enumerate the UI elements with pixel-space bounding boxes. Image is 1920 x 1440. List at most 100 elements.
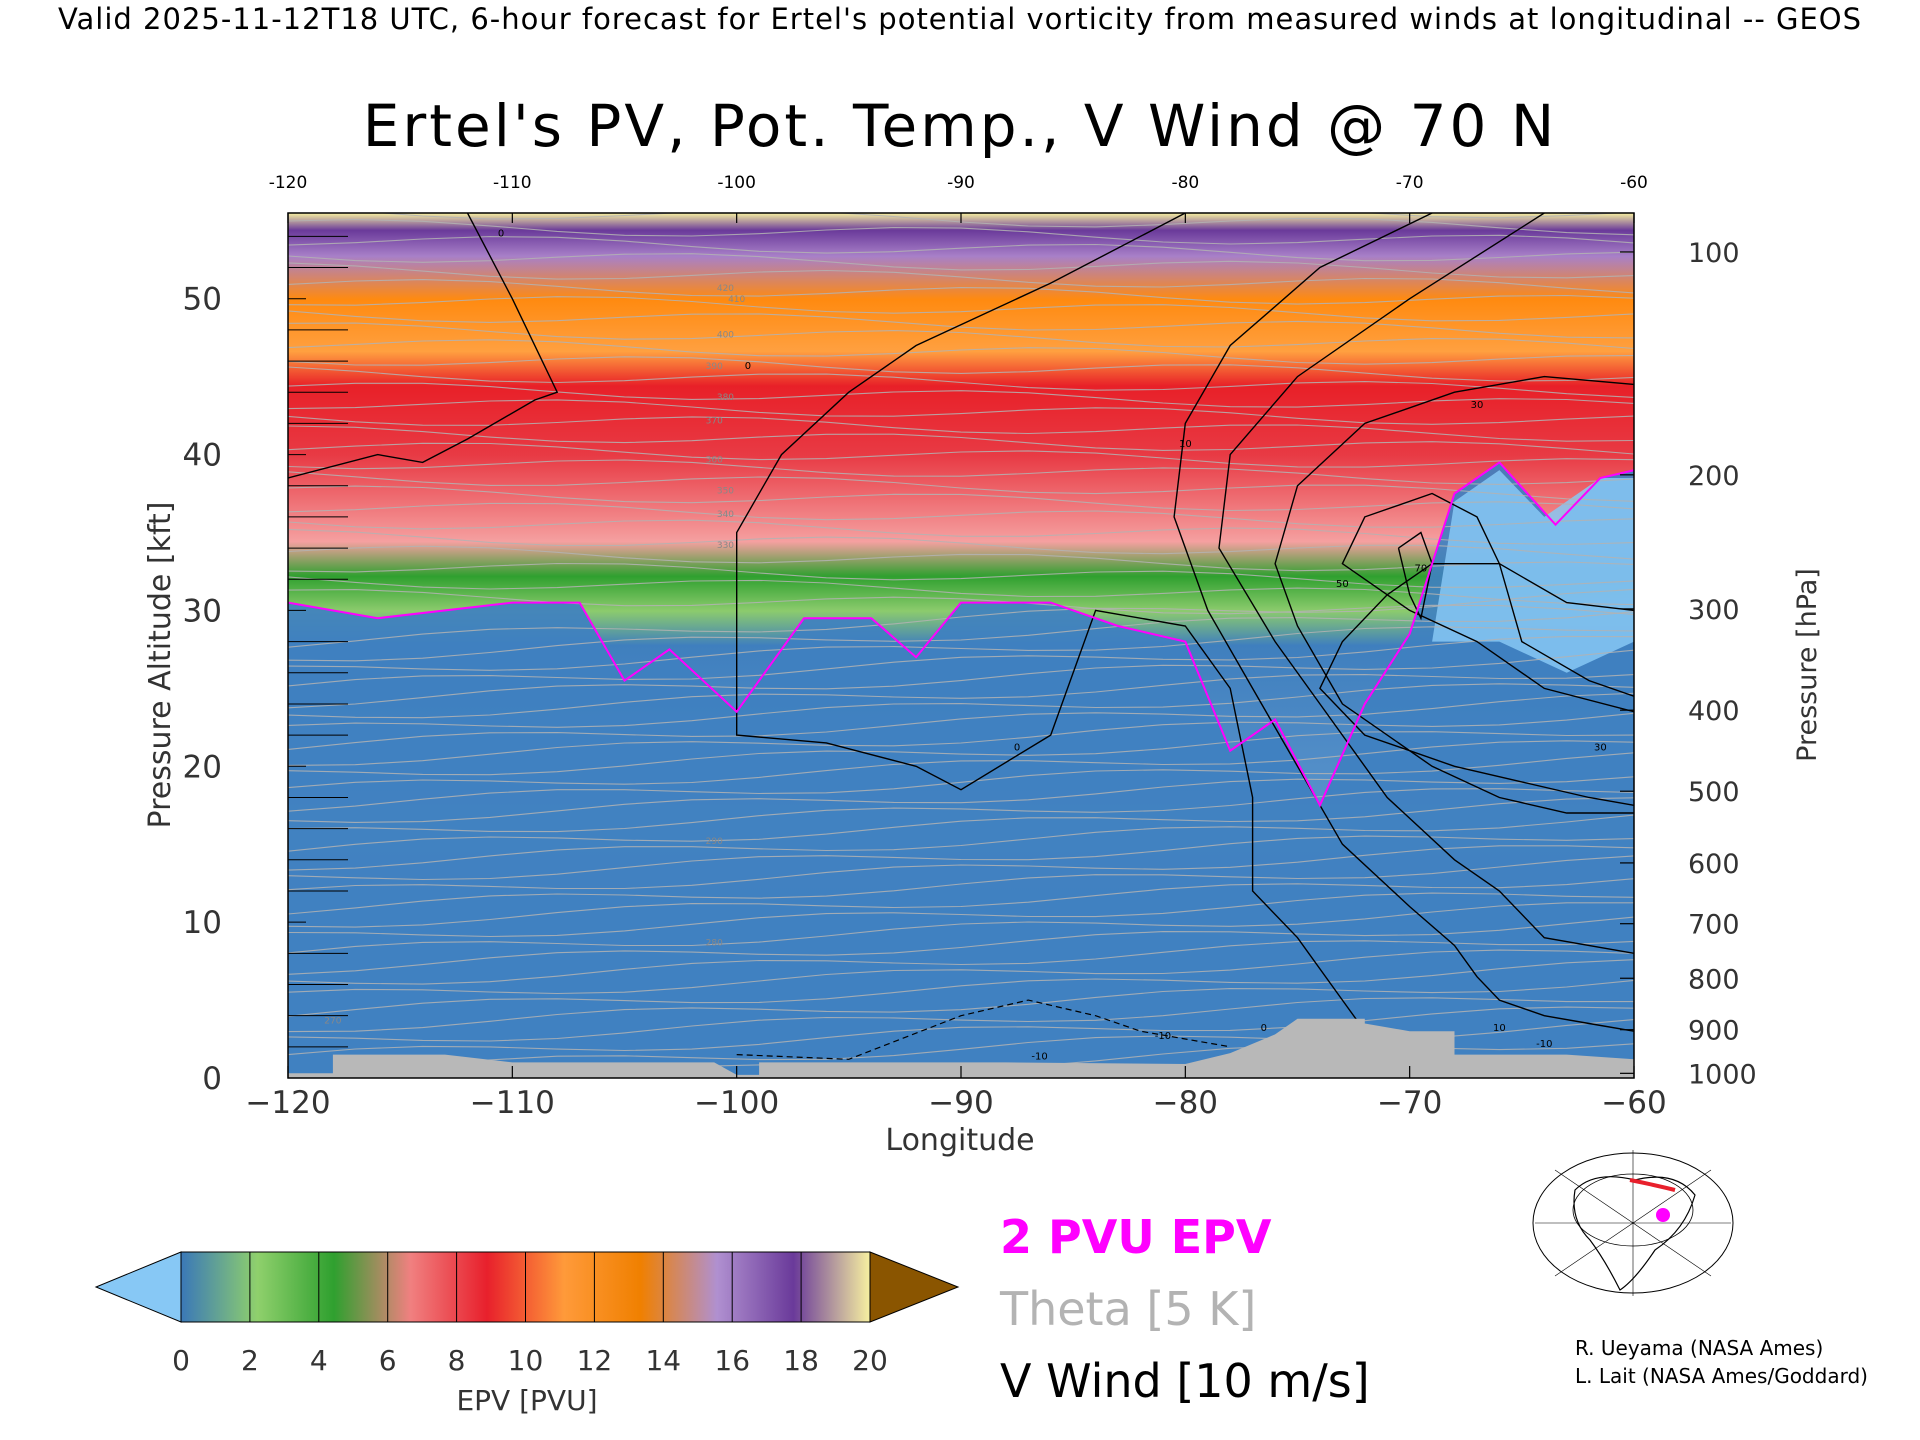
x-top-tick-label: -70 [1396, 173, 1424, 193]
y-tick-label: 20 [183, 749, 222, 785]
v-wind-contour-line [1341, 492, 1634, 713]
colorbar-under-arrow [94, 1251, 182, 1323]
theta-contour-line [288, 902, 1634, 954]
theta-contour-line [288, 356, 1634, 382]
theta-contour-label: 410 [728, 295, 745, 305]
theta-contour-line [288, 1006, 1634, 1056]
colorbar-label: EPV [PVU] [456, 1384, 597, 1417]
theta-contour-line [288, 916, 1634, 975]
y-tick-label: 30 [183, 593, 222, 629]
credit-line-1: R. Ueyama (NASA Ames) [1575, 1336, 1824, 1360]
x-top-tick-label: -90 [947, 173, 975, 193]
v-wind-contour-label: 30 [1471, 400, 1484, 411]
colorbar-tick-label: 10 [508, 1344, 544, 1377]
v-wind-contour-label: 10 [1179, 439, 1192, 450]
theta-contour-line [288, 399, 1634, 425]
colorbar-tick-label: 14 [645, 1344, 681, 1377]
theta-contour-line [288, 218, 1634, 245]
legend-theta: Theta [5 K] [1000, 1282, 1257, 1336]
theta-contour-line [288, 236, 1634, 262]
colorbar-tick-label: 18 [783, 1344, 819, 1377]
theta-contour-line [288, 979, 1634, 1033]
pressure-tick-label: 200 [1688, 461, 1740, 492]
theta-contour-line [288, 528, 1634, 560]
v-wind-contour-label: 0 [745, 361, 751, 372]
v-wind-contour-line [736, 213, 1366, 1032]
pressure-tick-label: 300 [1688, 595, 1740, 626]
y-axis-left-label: Pressure Altitude [kft] [143, 502, 178, 829]
v-wind-contour-label: 0 [1014, 743, 1020, 754]
theta-contour-line [288, 471, 1634, 502]
theta-contour-line [288, 997, 1634, 1042]
x-top-tick-label: -120 [269, 173, 308, 193]
colorbar-tick-label: 2 [241, 1344, 259, 1377]
pressure-tick-label: 800 [1688, 964, 1740, 995]
theta-contour-line [288, 892, 1634, 938]
location-marker-icon [1656, 1208, 1670, 1222]
v-wind-contour-line [1274, 375, 1634, 814]
v-wind-contour-line [1319, 563, 1634, 806]
x-tick-label: −110 [470, 1085, 555, 1121]
epv-colorbar: 0 2 4 6 8 10 12 14 16 18 20 [94, 1251, 960, 1377]
colorbar-tick-label: 4 [310, 1344, 328, 1377]
colorbar-tick-label: 6 [379, 1344, 397, 1377]
theta-contour-label: 370 [706, 416, 723, 426]
x-tick-label: −60 [1601, 1085, 1666, 1121]
theta-contour-line [288, 683, 1634, 728]
pressure-tick-label: 1000 [1688, 1059, 1757, 1090]
theta-contour-line [288, 382, 1634, 408]
x-tick-label: −100 [694, 1085, 779, 1121]
valid-time-header: Valid 2025-11-12T18 UTC, 6-hour forecast… [57, 2, 1863, 36]
theta-contour-line [288, 459, 1634, 485]
theta-contour-line [288, 814, 1634, 871]
theta-contour-label: 390 [706, 362, 723, 372]
x-tick-label: −120 [245, 1085, 330, 1121]
theta-contour-line [288, 442, 1634, 468]
theta-contour-line [288, 562, 1634, 588]
legend-epv-contour: 2 PVU EPV [1000, 1210, 1272, 1264]
v-wind-contour-label: 0 [498, 228, 504, 239]
x-tick-label: −90 [928, 1085, 993, 1121]
theta-contour-line [288, 752, 1634, 812]
theta-contour-label: 330 [717, 541, 734, 551]
theta-contour-line [288, 425, 1634, 455]
theta-contour-line [288, 635, 1634, 687]
x-tick-label: −70 [1377, 1085, 1442, 1121]
x-top-tick-label: -80 [1171, 173, 1199, 193]
theta-contour-label: 420 [717, 284, 734, 294]
theta-contour-line [288, 611, 1634, 662]
v-wind-negative-contour [736, 999, 1231, 1060]
theta-contour-line [288, 366, 1634, 398]
colorbar-tick-label: 16 [714, 1344, 750, 1377]
theta-contour-line [288, 740, 1634, 789]
theta-contour-label: 290 [706, 837, 723, 847]
theta-contour-line [288, 692, 1634, 750]
credit-line-2: L. Lait (NASA Ames/Goddard) [1575, 1364, 1868, 1388]
colorbar-tick-label: 12 [577, 1344, 613, 1377]
theta-contour-line [288, 415, 1634, 442]
v-wind-contour-label: -10 [1031, 1051, 1047, 1062]
theta-contour-line [288, 310, 1634, 339]
theta-contour-line [288, 519, 1634, 546]
theta-contour-line [288, 545, 1634, 572]
theta-contour-line [288, 588, 1634, 648]
colorbar-tick-label: 8 [448, 1344, 466, 1377]
theta-contour-line [288, 262, 1634, 294]
pressure-tick-label: 400 [1688, 696, 1740, 727]
theta-contour-line [288, 731, 1634, 776]
theta-contour-line [288, 788, 1634, 833]
v-wind-contour-label: 10 [1493, 1023, 1506, 1034]
theta-contour-line [288, 626, 1634, 671]
pressure-tick-label: 500 [1688, 777, 1740, 808]
theta-contour-line [288, 878, 1634, 928]
x-top-tick-label: -100 [717, 173, 756, 193]
theta-contour-line [288, 949, 1634, 995]
v-wind-contour-label: -10 [1536, 1039, 1552, 1050]
chart-title: Ertel's PV, Pot. Temp., V Wind @ 70 N [362, 92, 1558, 160]
v-wind-contour-label: 50 [1336, 579, 1349, 590]
y-tick-label: 0 [202, 1061, 222, 1097]
theta-contour-line [288, 776, 1634, 823]
theta-contour-line [288, 589, 1634, 616]
